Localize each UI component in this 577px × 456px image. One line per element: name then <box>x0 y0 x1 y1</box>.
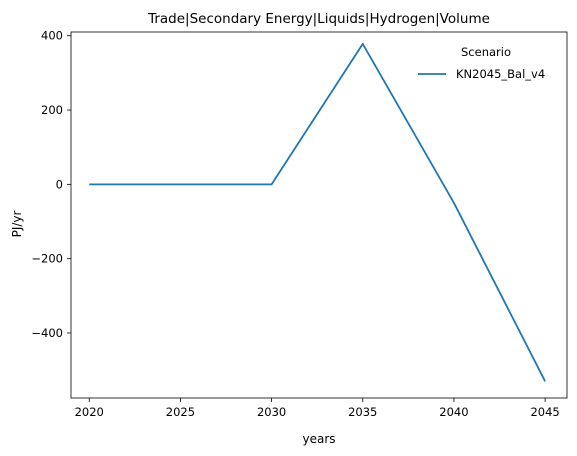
x-tick-label: 2040 <box>439 405 468 419</box>
x-axis-label: years <box>302 432 335 446</box>
y-tick-label: −200 <box>31 252 63 266</box>
legend-entry-label: KN2045_Bal_v4 <box>456 67 545 81</box>
series-line-kn2045-bal-v4 <box>89 42 546 382</box>
series-layer <box>89 42 546 382</box>
x-tick-label: 2020 <box>75 405 104 419</box>
x-tick-label: 2030 <box>257 405 286 419</box>
y-axis-ticks: 400 200 0 −200 −400 <box>31 29 71 340</box>
y-tick-label: 200 <box>41 103 63 117</box>
y-axis-label: PJ/yr <box>10 211 24 238</box>
x-tick-label: 2045 <box>530 405 559 419</box>
plot-frame <box>70 31 568 399</box>
legend: Scenario KN2045_Bal_v4 <box>418 45 545 81</box>
y-tick-label: −400 <box>31 326 63 340</box>
legend-title: Scenario <box>461 45 511 59</box>
x-axis-ticks: 2020 2025 2030 2035 2040 2045 <box>75 398 560 419</box>
y-tick-label: 0 <box>56 177 63 191</box>
chart-title: Trade|Secondary Energy|Liquids|Hydrogen|… <box>147 11 490 27</box>
x-tick-label: 2025 <box>166 405 195 419</box>
y-tick-label: 400 <box>41 29 63 43</box>
x-tick-label: 2035 <box>348 405 377 419</box>
